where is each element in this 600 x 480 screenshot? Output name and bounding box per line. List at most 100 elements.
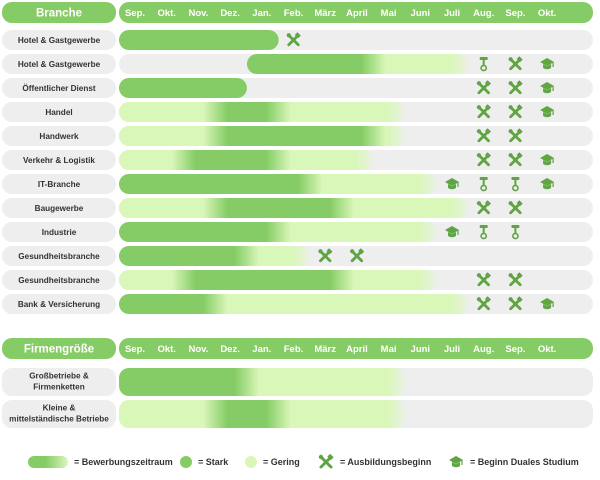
tools-icon xyxy=(479,177,488,192)
month-tick-label: Okt. xyxy=(538,8,556,19)
timeline-row: IT-Branche xyxy=(2,174,593,194)
application-period-bar xyxy=(119,222,438,242)
month-header-bar xyxy=(119,338,593,359)
row-label: Firmenketten xyxy=(33,383,84,392)
row-label: Großbetriebe & xyxy=(29,372,89,381)
row-label: Bank & Versicherung xyxy=(18,300,100,309)
row-label-bg xyxy=(2,126,116,146)
timeline-row: Hotel & Gastgewerbe xyxy=(2,30,593,50)
row-label-bg xyxy=(2,54,116,74)
tools-icon xyxy=(350,248,365,263)
timeline-row: Handel xyxy=(2,102,593,122)
timeline-row: Verkehr & Logistik xyxy=(2,150,593,170)
application-period-bar xyxy=(119,102,406,122)
tools-icon xyxy=(508,272,523,287)
row-label-bg xyxy=(2,222,116,242)
timeline-row: Hotel & Gastgewerbe xyxy=(2,54,593,74)
section-header-label-bg xyxy=(2,2,116,23)
legend-strong: = Stark xyxy=(180,452,228,472)
month-tick-label: Mai xyxy=(381,344,397,355)
tools-icon xyxy=(476,80,491,95)
row-label-bg xyxy=(2,368,116,396)
legend: = Bewerbungszeitraum = Stark = Gering = … xyxy=(0,452,600,472)
tools-icon xyxy=(476,152,491,167)
section-1: Firmengröße Sep. Okt. Nov. Dez. Jan. Feb. März A… xyxy=(2,338,593,428)
month-tick-label: Okt. xyxy=(157,8,175,19)
application-period-bar xyxy=(119,294,469,314)
graduation-cap-icon xyxy=(540,82,555,94)
month-tick-label: Jan. xyxy=(252,344,271,355)
month-tick-label: Feb. xyxy=(284,344,304,355)
application-period-bar xyxy=(119,368,406,396)
month-tick-label: Nov. xyxy=(188,344,208,355)
row-label: Handel xyxy=(45,108,72,117)
graduation-cap-icon xyxy=(540,106,555,118)
tools-icon xyxy=(476,296,491,311)
month-tick-label: Juni xyxy=(411,344,431,355)
row-label-bg xyxy=(2,102,116,122)
tools-icon xyxy=(318,248,333,263)
graduation-cap-icon xyxy=(445,226,459,238)
row-label-bg xyxy=(2,78,116,98)
month-tick-label: März xyxy=(314,8,336,19)
section-0: Branche Sep. Okt. Nov. Dez. Jan. Feb. März April… xyxy=(2,2,593,314)
month-tick-label: Sep. xyxy=(505,8,525,19)
tools-icon xyxy=(476,104,491,119)
application-period-bar xyxy=(119,198,469,218)
application-period-bar xyxy=(119,246,311,266)
row-label: Öffentlicher Dienst xyxy=(22,83,96,93)
month-tick-label: Juli xyxy=(444,344,460,355)
row-label-bg xyxy=(2,246,116,266)
month-header-bar xyxy=(119,2,593,23)
month-tick-label: April xyxy=(346,8,368,19)
row-label-bg xyxy=(2,294,116,314)
month-tick-label: Juni xyxy=(411,8,431,19)
graduation-cap-icon xyxy=(540,154,555,166)
month-tick-label: April xyxy=(346,344,368,355)
application-period-bar xyxy=(119,174,438,194)
tools-icon xyxy=(318,454,334,469)
legend-dual-label: = Beginn Duales Studium xyxy=(470,457,579,467)
timeline-row: Bank & Versicherung xyxy=(2,294,593,314)
graduation-cap-icon xyxy=(540,178,555,190)
graduation-cap-icon xyxy=(540,298,555,310)
month-tick-label: Juli xyxy=(444,8,460,19)
row-label: Verkehr & Logistik xyxy=(23,156,95,165)
row-label: IT-Branche xyxy=(38,180,81,189)
graduation-cap-icon xyxy=(445,178,459,190)
tools-icon xyxy=(479,57,488,72)
section-header-label: Branche xyxy=(36,8,82,20)
legend-period: = Bewerbungszeitraum xyxy=(28,452,173,472)
month-tick-label: Aug. xyxy=(473,8,494,19)
timeline-row: Handwerk xyxy=(2,126,593,146)
row-label-bg xyxy=(2,174,116,194)
graduation-cap-icon xyxy=(449,456,463,468)
application-period-bar xyxy=(119,30,279,50)
month-tick-label: Feb. xyxy=(284,8,304,19)
application-period-bar xyxy=(119,78,247,98)
tools-icon xyxy=(508,128,523,143)
tools-icon xyxy=(508,56,523,71)
month-tick-label: Dez. xyxy=(220,344,240,355)
row-label: Hotel & Gastgewerbe xyxy=(18,36,101,45)
month-tick-label: Jan. xyxy=(252,8,271,19)
timeline-row: Gesundheitsbranche xyxy=(2,270,593,290)
tools-icon xyxy=(511,225,520,240)
row-label: Baugewerbe xyxy=(35,204,84,213)
legend-dual: = Beginn Duales Studium xyxy=(448,452,579,472)
legend-start: = Ausbildungsbeginn xyxy=(318,452,431,472)
tools-icon xyxy=(479,225,488,240)
legend-strong-label: = Stark xyxy=(198,457,229,467)
month-tick-label: Sep. xyxy=(125,344,145,355)
tools-icon xyxy=(476,272,491,287)
row-label-bg xyxy=(2,400,116,428)
graduation-cap-icon xyxy=(540,58,555,70)
legend-weak: = Gering xyxy=(245,452,300,472)
row-label: Gesundheitsbranche xyxy=(18,276,100,285)
row-label: Industrie xyxy=(42,228,77,237)
tools-icon xyxy=(508,152,523,167)
month-tick-label: März xyxy=(314,344,336,355)
legend-start-label: = Ausbildungsbeginn xyxy=(340,457,432,467)
application-period-bar xyxy=(119,270,438,290)
